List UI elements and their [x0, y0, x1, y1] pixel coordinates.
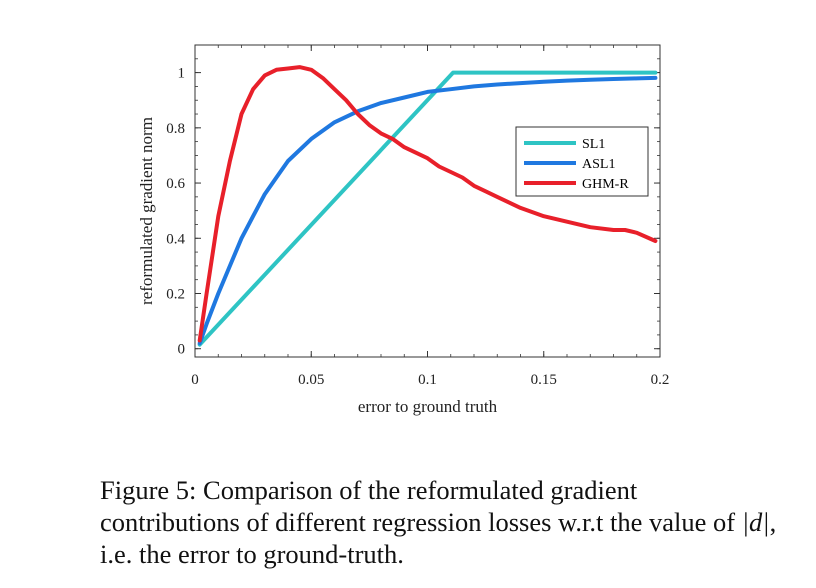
y-axis-label: reformulated gradient norm: [137, 117, 156, 305]
legend: SL1 ASL1 GHM-R: [515, 126, 649, 197]
x-tick-label: 0: [191, 372, 199, 388]
series-layer: [197, 65, 658, 347]
y-tick-label: 0.6: [166, 176, 185, 192]
y-tick-label: 0.2: [166, 286, 185, 302]
legend-label: GHM-R: [582, 177, 629, 192]
chart: 0 0.05 0.1 0.15 0.2 0 0.2 0.4 0.6 0.8 1 SL1 ASL1 GHM…: [137, 44, 669, 416]
x-axis-label: error to ground truth: [358, 397, 498, 416]
series-line-ghm-r: [197, 65, 658, 343]
caption-suffix: , i.e. the error to ground-truth.: [100, 507, 777, 569]
y-tick-label: 0.4: [166, 231, 185, 247]
x-tick-label: 0.1: [418, 372, 437, 388]
axis-ticks: 0 0.05 0.1 0.15 0.2 0 0.2 0.4 0.6 0.8 1: [166, 45, 669, 388]
y-tick-label: 0.8: [166, 121, 185, 137]
x-tick-label: 0.15: [531, 372, 557, 388]
y-tick-label: 1: [178, 66, 186, 82]
x-tick-label: 0.2: [651, 372, 670, 388]
caption-math: |d|: [741, 507, 770, 537]
x-tick-label: 0.05: [298, 372, 324, 388]
y-tick-label: 0: [178, 342, 186, 358]
caption-prefix: Figure 5: Comparison of the reformulated…: [100, 475, 742, 537]
figure-caption: Figure 5: Comparison of the reformulated…: [100, 474, 780, 570]
legend-label: SL1: [582, 137, 605, 152]
series-line-asl1: [197, 75, 658, 346]
legend-label: ASL1: [582, 157, 615, 172]
series-line-sl1: [197, 70, 658, 347]
